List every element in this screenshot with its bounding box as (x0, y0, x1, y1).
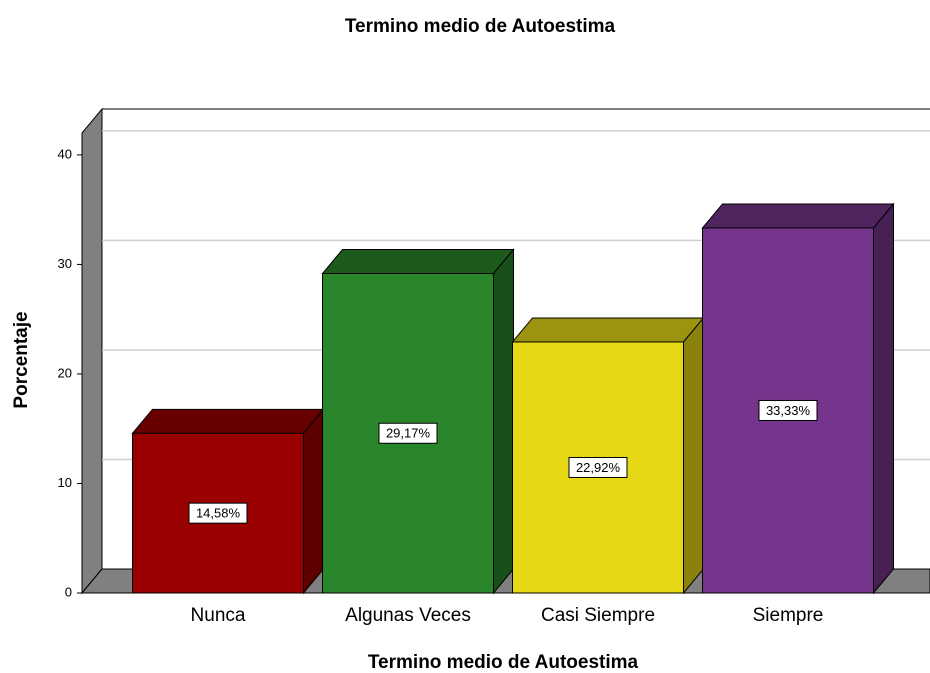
bar-side (873, 202, 894, 595)
y-axis-label: Porcentaje (11, 311, 32, 408)
x-tick-label: Siempre (753, 605, 824, 626)
bar-top (701, 203, 895, 229)
value-label: 29,17% (386, 426, 431, 441)
bar-side (303, 407, 324, 595)
x-tick-label: Algunas Veces (345, 605, 471, 626)
x-tick-label: Casi Siempre (541, 605, 655, 626)
y-tick-label: 20 (58, 365, 72, 380)
value-label-box (378, 422, 438, 444)
bar-top (511, 317, 705, 343)
y-tick-label: 0 (65, 584, 72, 599)
value-label: 22,92% (576, 460, 621, 475)
value-label: 14,58% (196, 506, 241, 521)
x-axis-label: Termino medio de Autoestima (368, 652, 639, 673)
bar-top (321, 249, 515, 275)
left-wall (81, 107, 103, 595)
value-label-box (568, 456, 628, 478)
y-tick-label: 40 (58, 146, 72, 161)
y-tick-label: 30 (58, 256, 72, 271)
y-tick-label: 10 (58, 475, 72, 490)
bar-side (493, 248, 514, 595)
chart-title: Termino medio de Autoestima (345, 16, 616, 37)
value-label: 33,33% (766, 403, 811, 418)
bar-top (131, 408, 325, 434)
x-tick-label: Nunca (191, 605, 246, 626)
value-label-box (188, 502, 248, 524)
bar-side (683, 316, 704, 595)
value-label-box (758, 399, 818, 421)
